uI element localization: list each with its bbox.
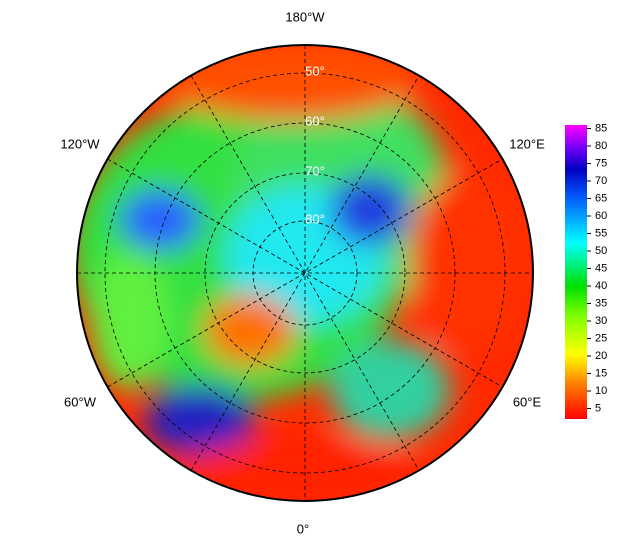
longitude-label: 0° <box>297 521 309 536</box>
colorbar-tick-label: 70 <box>595 175 607 187</box>
colorbar-tick-label: 75 <box>595 157 607 169</box>
colorbar-tick-label: 45 <box>595 262 607 274</box>
blob <box>90 250 170 390</box>
meridian <box>190 75 420 471</box>
colorbar-tick-label: 50 <box>595 245 607 257</box>
colorbar-tick-label: 40 <box>595 280 607 292</box>
colorbar-tick-label: 55 <box>595 227 607 239</box>
colorbar-tick-label: 10 <box>595 385 607 397</box>
blob <box>205 295 295 365</box>
colorbar-tick-label: 65 <box>595 192 607 204</box>
graticule <box>77 45 533 501</box>
field <box>77 45 533 501</box>
blob <box>330 340 450 440</box>
blob <box>120 190 200 250</box>
blob <box>410 170 530 350</box>
longitude-label: 120°E <box>509 136 545 151</box>
colorbar-tick-label: 15 <box>595 367 607 379</box>
latitude-label: 80° <box>305 211 325 226</box>
latitude-label: 60° <box>305 113 325 128</box>
colorbar-tick-label: 60 <box>595 210 607 222</box>
blob <box>330 175 410 245</box>
colorbar-tick-label: 5 <box>595 402 601 414</box>
colorbar <box>565 125 587 419</box>
blob <box>160 45 420 120</box>
colorbar-tick-label: 30 <box>595 315 607 327</box>
longitude-label: 60°W <box>64 394 97 409</box>
map-border <box>76 44 534 502</box>
longitude-label: 60°E <box>513 394 542 409</box>
colorbar-tick-label: 85 <box>595 122 607 134</box>
blob <box>145 385 255 455</box>
latitude-label: 50° <box>305 63 325 78</box>
colorbar-tick-label: 35 <box>595 297 607 309</box>
colorbar-tick-label: 20 <box>595 350 607 362</box>
longitude-label: 120°W <box>60 136 100 151</box>
colorbar-tick-label: 25 <box>595 332 607 344</box>
longitude-label: 180°W <box>285 9 325 24</box>
blob <box>180 440 420 500</box>
latitude-label: 70° <box>305 163 325 178</box>
colorbar-tick-label: 80 <box>595 140 607 152</box>
